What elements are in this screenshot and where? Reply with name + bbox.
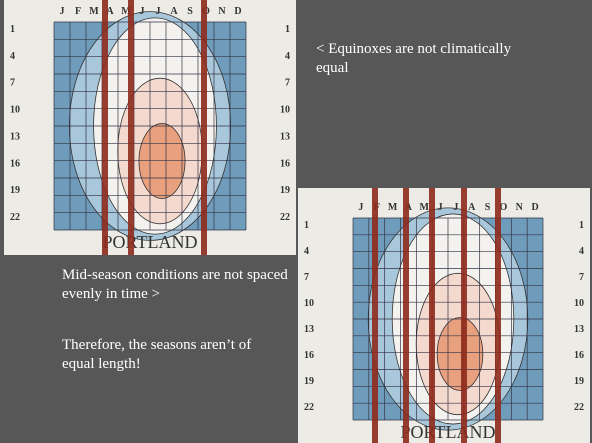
month-label: M	[388, 202, 398, 213]
month-label: J	[453, 202, 458, 213]
hour-label: 1	[304, 220, 309, 231]
city-label: PORTLAND	[103, 232, 198, 252]
month-label: S	[187, 6, 193, 17]
marker-bar	[201, 0, 207, 255]
hour-label: 22	[280, 212, 290, 223]
month-label: J	[438, 202, 443, 213]
hour-label: 7	[304, 272, 309, 283]
marker-bar	[102, 0, 108, 255]
hour-label: 19	[280, 185, 290, 196]
hour-label: 13	[280, 131, 290, 142]
hour-label: 10	[280, 105, 290, 116]
hour-label: 16	[280, 158, 290, 169]
marker-bar	[372, 188, 378, 443]
hour-label: 4	[285, 51, 290, 62]
contour	[436, 317, 484, 391]
hour-label: 19	[10, 185, 20, 196]
hour-label: 10	[574, 298, 584, 309]
chart-photo: JFMAMJJASOND11447710101313161619192222PO…	[4, 0, 296, 255]
marker-bar	[128, 0, 134, 255]
hour-label: 1	[579, 220, 584, 231]
month-label: J	[140, 6, 145, 17]
month-label: M	[420, 202, 430, 213]
month-label: J	[156, 6, 161, 17]
month-label: N	[516, 202, 524, 213]
month-label: A	[468, 202, 476, 213]
hour-label: 7	[10, 78, 15, 89]
hour-label: 10	[10, 105, 20, 116]
city-label: PORTLAND	[401, 422, 496, 442]
note: Mid-season conditions are not spaced eve…	[62, 267, 288, 302]
hour-label: 1	[285, 24, 290, 35]
hour-label: 19	[574, 376, 584, 387]
note: < Equinoxes are not climatically equal	[316, 41, 512, 76]
hour-label: 22	[10, 212, 20, 223]
hour-label: 13	[574, 324, 584, 335]
hour-label: 19	[304, 376, 314, 387]
hour-label: 22	[304, 402, 314, 413]
hour-label: 13	[10, 131, 20, 142]
hour-label: 16	[574, 350, 584, 361]
hour-label: 4	[304, 246, 309, 257]
hour-label: 7	[579, 272, 584, 283]
month-label: O	[500, 202, 508, 213]
chart-photo: JFMAMJJASOND11447710101313161619192222PO…	[298, 188, 590, 443]
hour-label: 16	[304, 350, 314, 361]
month-label: D	[234, 6, 241, 17]
month-label: M	[121, 6, 131, 17]
hour-label: 10	[304, 298, 314, 309]
marker-bar	[461, 188, 467, 443]
month-label: A	[106, 6, 114, 17]
hour-label: 22	[574, 402, 584, 413]
marker-bar	[403, 188, 409, 443]
hour-label: 4	[10, 51, 15, 62]
hour-label: 1	[10, 24, 15, 35]
month-label: J	[358, 202, 363, 213]
marker-bar	[429, 188, 435, 443]
month-label: N	[218, 6, 226, 17]
hour-label: 4	[579, 246, 584, 257]
month-label: F	[75, 6, 81, 17]
note: Therefore, the seasons aren’t of equal l…	[62, 337, 252, 372]
hour-label: 16	[10, 158, 20, 169]
month-label: A	[170, 6, 178, 17]
month-label: J	[60, 6, 65, 17]
hour-label: 7	[285, 78, 290, 89]
hour-label: 13	[304, 324, 314, 335]
month-label: D	[531, 202, 538, 213]
month-label: M	[89, 6, 99, 17]
month-label: S	[485, 202, 491, 213]
marker-bar	[495, 188, 501, 443]
